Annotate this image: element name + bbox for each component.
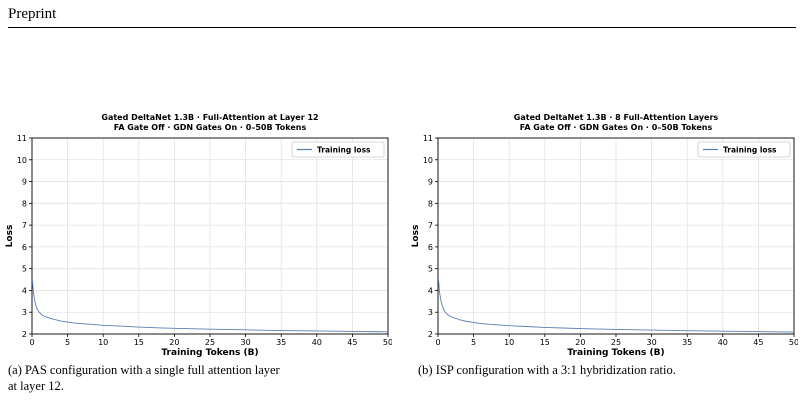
x-tick-label: 25 — [205, 338, 215, 347]
header-rule — [8, 27, 796, 28]
y-tick-label: 2 — [428, 330, 433, 339]
chart-title-line: FA Gate Off · GDN Gates On · 0–50B Token… — [114, 123, 307, 132]
legend-box — [291, 141, 385, 158]
chart-title-line: Gated DeltaNet 1.3B · Full-Attention at … — [101, 113, 318, 122]
y-tick-label: 8 — [22, 199, 27, 208]
x-tick-label: 0 — [29, 338, 34, 347]
legend-entry: Training loss — [317, 146, 371, 155]
x-tick-label: 30 — [241, 338, 251, 347]
x-tick-label: 40 — [718, 338, 728, 347]
x-tick-label: 30 — [647, 338, 657, 347]
x-axis-label: Training Tokens (B) — [161, 348, 258, 358]
y-tick-label: 5 — [428, 265, 433, 274]
x-tick-label: 50 — [383, 338, 392, 347]
y-tick-label: 9 — [428, 178, 433, 187]
y-tick-label: 3 — [428, 308, 433, 317]
series-line-training-loss — [437, 277, 795, 333]
x-tick-label: 20 — [169, 338, 179, 347]
y-tick-label: 6 — [22, 243, 27, 252]
y-tick-label: 10 — [17, 156, 27, 165]
y-tick-label: 5 — [22, 265, 27, 274]
y-axis-label: Loss — [5, 225, 15, 248]
legend: Training loss — [291, 141, 385, 158]
y-tick-label: 7 — [22, 221, 27, 230]
y-tick-label: 8 — [428, 199, 433, 208]
chart-a-svg: Gated DeltaNet 1.3B · Full-Attention at … — [5, 113, 392, 358]
x-tick-label: 25 — [611, 338, 621, 347]
chart-title-line: FA Gate Off · GDN Gates On · 0–50B Token… — [520, 123, 713, 132]
chart-title-line: Gated DeltaNet 1.3B · 8 Full-Attention L… — [514, 113, 719, 122]
y-tick-label: 11 — [423, 134, 433, 143]
x-tick-label: 15 — [134, 338, 144, 347]
y-tick-label: 4 — [22, 286, 27, 295]
caption-a-line-1: (a) PAS configuration with a single full… — [8, 363, 280, 377]
x-tick-label: 0 — [435, 338, 440, 347]
caption-b: (b) ISP configuration with a 3:1 hybridi… — [418, 362, 676, 378]
x-tick-label: 45 — [753, 338, 763, 347]
chart-a: Gated DeltaNet 1.3B · Full-Attention at … — [2, 108, 392, 360]
x-tick-label: 20 — [575, 338, 585, 347]
y-tick-label: 10 — [423, 156, 433, 165]
x-axis-label: Training Tokens (B) — [567, 348, 664, 358]
y-tick-label: 4 — [428, 286, 433, 295]
legend: Training loss — [697, 141, 791, 158]
series-line-training-loss — [31, 279, 389, 333]
legend-box — [697, 141, 791, 158]
y-tick-label: 2 — [22, 330, 27, 339]
page-header: Preprint — [8, 6, 57, 22]
x-tick-label: 40 — [312, 338, 322, 347]
x-tick-label: 10 — [98, 338, 108, 347]
x-tick-label: 35 — [276, 338, 286, 347]
legend-entry: Training loss — [723, 146, 777, 155]
x-tick-label: 35 — [682, 338, 692, 347]
x-tick-label: 50 — [789, 338, 798, 347]
y-tick-label: 11 — [17, 134, 27, 143]
caption-b-line-1: (b) ISP configuration with a 3:1 hybridi… — [418, 363, 676, 377]
caption-a: (a) PAS configuration with a single full… — [8, 362, 280, 394]
y-tick-label: 7 — [428, 221, 433, 230]
y-tick-label: 9 — [22, 178, 27, 187]
chart-b-svg: Gated DeltaNet 1.3B · 8 Full-Attention L… — [411, 113, 798, 358]
x-tick-label: 5 — [471, 338, 476, 347]
x-tick-label: 45 — [347, 338, 357, 347]
x-tick-label: 10 — [504, 338, 514, 347]
y-tick-label: 3 — [22, 308, 27, 317]
x-tick-label: 15 — [540, 338, 550, 347]
chart-b: Gated DeltaNet 1.3B · 8 Full-Attention L… — [408, 108, 798, 360]
caption-a-line-2: at layer 12. — [8, 379, 64, 393]
y-axis-label: Loss — [411, 225, 421, 248]
x-tick-label: 5 — [65, 338, 70, 347]
y-tick-label: 6 — [428, 243, 433, 252]
